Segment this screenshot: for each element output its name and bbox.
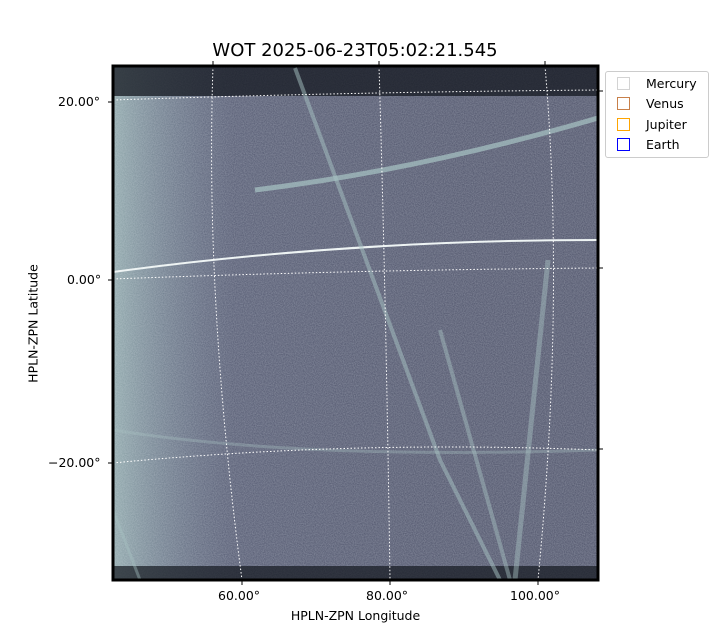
x-tick-label: 80.00° [366,588,409,603]
legend-swatch [617,96,630,110]
x-tick-label: 60.00° [218,588,261,603]
y-axis-label: HPLN-ZPN Latitude [25,264,41,383]
y-tick-label: 20.00° [58,94,101,109]
y-tick-label: 0.00° [67,272,102,287]
legend-swatch [617,117,630,131]
coordinate-grid [113,66,598,580]
axes-frame [111,64,600,582]
x-axis-label: HPLN-ZPN Longitude [290,608,421,623]
tick-marks [108,61,603,585]
legend-swatch [617,137,630,151]
legend-label: Earth [646,136,680,152]
y-tick-label: −20.00° [48,455,101,470]
x-tick-label: 100.00° [510,588,560,603]
legend-swatch [617,76,630,90]
legend-item-jupiter: Jupiter [617,114,687,134]
legend-label: Mercury [646,75,697,91]
legend-item-mercury: Mercury [617,73,697,93]
streaks [113,67,598,580]
chart-title: WOT 2025-06-23T05:02:21.545 [212,40,498,61]
legend-label: Jupiter [646,116,687,132]
legend: Mercury Venus Jupiter Earth [605,71,709,158]
legend-item-venus: Venus [617,93,684,113]
legend-label: Venus [646,95,684,111]
legend-item-earth: Earth [617,134,680,154]
